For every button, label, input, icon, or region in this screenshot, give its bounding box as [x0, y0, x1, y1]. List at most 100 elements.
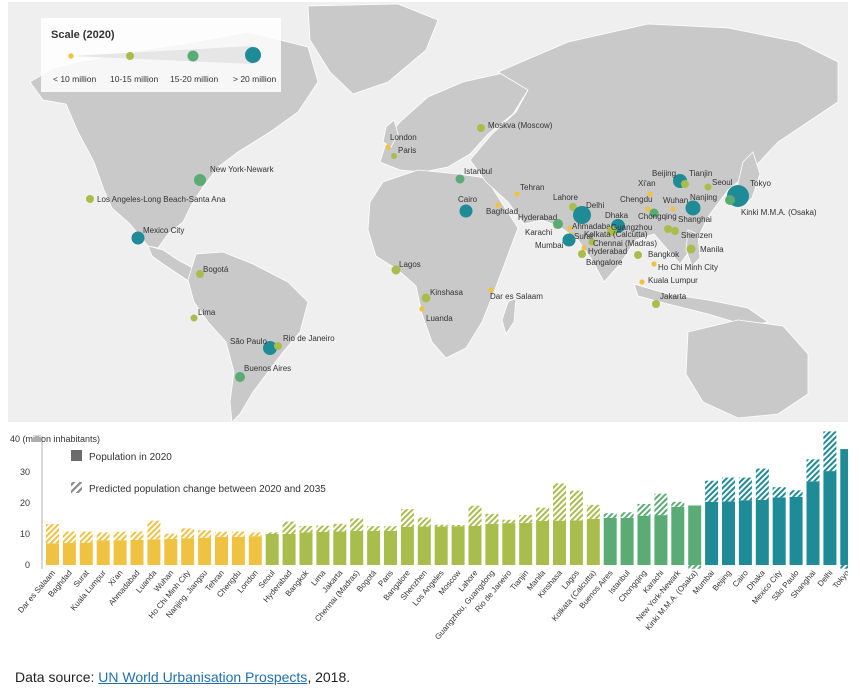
- city-label-hochiminh: Ho Chi Minh City: [658, 263, 718, 272]
- y-axis-label: 40 (million inhabitants): [10, 434, 100, 444]
- city-label-losangeles: Los Angeles-Long Beach-Santa Ana: [97, 195, 226, 204]
- city-marker-hyderabad-in: [581, 245, 587, 251]
- city-marker-mumbai: [562, 233, 576, 247]
- bar-predicted-change: [468, 505, 482, 526]
- scale-circle-xlarge: [245, 47, 261, 63]
- y-tick-label: 30: [20, 467, 30, 477]
- city-marker-mexico: [131, 231, 145, 245]
- city-label-guangzhou: Guangzhou: [611, 223, 652, 232]
- city-marker-bogota: [196, 270, 204, 278]
- bar-predicted-change: [620, 512, 634, 518]
- scale-circle-large: [187, 50, 199, 62]
- world-map: [8, 2, 848, 423]
- data-source: Data source: UN World Urbanisation Prosp…: [15, 669, 350, 685]
- bar-population-2020: [265, 534, 279, 565]
- city-marker-guangzhou: [664, 225, 672, 233]
- bar-predicted-change: [569, 490, 583, 521]
- source-link[interactable]: UN World Urbanisation Prospects: [98, 669, 308, 685]
- scale-legend-title: Scale (2020): [51, 29, 115, 41]
- bar-population-2020: [384, 530, 397, 565]
- city-marker-wuhan: [670, 206, 676, 212]
- city-marker-paris: [391, 153, 397, 159]
- city-label-kolkata: Kolkata (Calcutta): [584, 230, 648, 239]
- scale-label-4: > 20 million: [233, 74, 277, 84]
- city-label-lima: Lima: [198, 308, 216, 317]
- city-label-hyderabad-pk: Hyderabad: [518, 213, 557, 222]
- bar-predicted-change: [772, 487, 786, 498]
- bar-population-2020: [451, 526, 465, 565]
- bar-predicted-change: [451, 525, 465, 527]
- bar-population-2020: [468, 525, 482, 565]
- city-marker-xian: [647, 191, 653, 197]
- city-marker-karachi: [553, 219, 563, 229]
- bar-predicted-change: [823, 431, 837, 472]
- bar-predicted-change: [688, 565, 702, 569]
- bar-population-2020: [705, 501, 719, 565]
- city-label-shenzen: Shenzen: [681, 231, 713, 240]
- city-marker-bangkok: [634, 251, 642, 259]
- city-label-luanda: Luanda: [426, 314, 453, 323]
- city-label-saopaulo: São Paulo: [230, 337, 267, 346]
- bar-population-2020: [316, 531, 330, 565]
- bar-population-2020: [536, 520, 550, 565]
- city-label-lahore: Lahore: [553, 193, 578, 202]
- bar-population-2020: [46, 543, 59, 565]
- greenland-shape: [307, 3, 439, 95]
- city-marker-kinshasa: [421, 293, 431, 303]
- x-tick-label: Tokyo: [831, 568, 848, 590]
- city-label-beijing: Beijing: [652, 169, 676, 178]
- bar-predicted-change: [113, 531, 127, 541]
- city-marker-delhi: [573, 206, 591, 224]
- bar-predicted-change: [789, 490, 803, 497]
- city-marker-shenzen: [671, 227, 679, 235]
- bar-population-2020: [181, 538, 195, 565]
- city-marker-london: [385, 144, 391, 150]
- city-marker-hochiminh: [651, 261, 657, 267]
- bar-population-2020: [62, 542, 76, 565]
- city-label-karachi: Karachi: [525, 228, 552, 237]
- city-label-paris: Paris: [398, 146, 416, 155]
- city-label-mumbai: Mumbai: [535, 241, 564, 250]
- city-marker-losangeles: [86, 195, 94, 203]
- scale-label-2: 10-15 million: [110, 74, 158, 84]
- city-marker-shanghai: [685, 200, 701, 216]
- bar-population-2020: [738, 500, 752, 565]
- city-label-moskva: Moskva (Moscow): [488, 121, 553, 130]
- city-label-bogota: Bogotá: [203, 265, 229, 274]
- scale-label-1: < 10 million: [53, 74, 97, 84]
- bar-population-2020: [603, 517, 617, 565]
- city-marker-dar: [488, 287, 494, 293]
- bar-predicted-change: [400, 509, 414, 527]
- bar-population-2020: [130, 539, 144, 565]
- city-marker-lagos: [391, 265, 401, 275]
- city-marker-cairo: [459, 204, 473, 218]
- bar-population-2020: [637, 515, 651, 565]
- city-marker-chengdu: [645, 206, 651, 212]
- scale-circle-medium: [126, 52, 134, 60]
- city-label-tehran: Tehran: [520, 183, 544, 192]
- city-marker-chennai: [588, 238, 596, 246]
- city-label-bangkok: Bangkok: [648, 250, 680, 259]
- bar-population-2020: [553, 520, 566, 565]
- city-marker-buenosaires: [235, 372, 245, 382]
- madagascar-shape: [501, 297, 517, 335]
- chart-legend: Population in 2020 Predicted population …: [71, 450, 326, 495]
- bar-population-2020: [772, 497, 786, 565]
- south-america-shape: [187, 251, 309, 423]
- bar-population-2020: [434, 526, 448, 565]
- bar-predicted-change: [248, 532, 262, 537]
- city-label-tokyo: Tokyo: [750, 179, 771, 188]
- city-label-cairo: Cairo: [458, 195, 478, 204]
- bar-population-2020: [789, 496, 803, 565]
- source-prefix: Data source:: [15, 669, 99, 685]
- bar-population-2020: [755, 499, 769, 565]
- city-label-lagos: Lagos: [399, 260, 421, 269]
- bar-population-2020: [654, 515, 668, 565]
- uk-shape: [382, 119, 399, 148]
- urban-agglomerations-figure: Scale (2020) < 10 million 10-15 million …: [8, 2, 848, 642]
- bar-population-2020: [248, 536, 262, 565]
- bar-predicted-change: [840, 565, 848, 569]
- city-marker-chongqing: [649, 208, 659, 218]
- scale-legend: Scale (2020) < 10 million 10-15 million …: [41, 18, 281, 92]
